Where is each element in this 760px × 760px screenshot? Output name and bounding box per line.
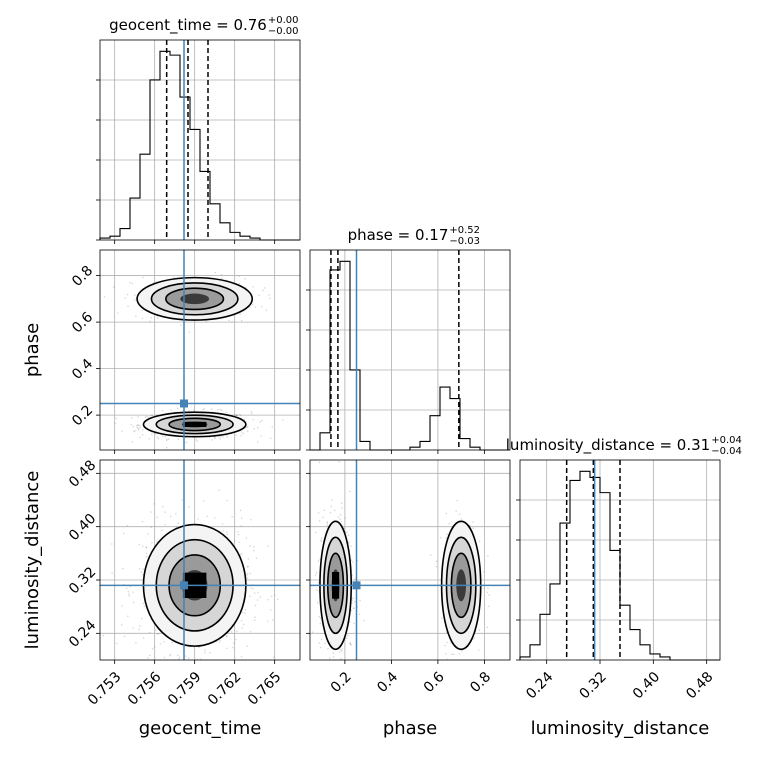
truth-marker bbox=[180, 399, 188, 408]
x-tick-label: 0.2 bbox=[328, 669, 355, 696]
title-main: luminosity_distance = 0.31 bbox=[506, 436, 710, 455]
panel-frame bbox=[99, 39, 301, 241]
x-tick-label: 0.32 bbox=[577, 669, 610, 702]
histogram-phase bbox=[310, 260, 510, 451]
title-plus: +0.00 bbox=[268, 15, 299, 26]
x-tick-label: 0.8 bbox=[467, 669, 494, 696]
joint-panel-luminosity_distance-vs-geocent_time: 0.24 0.32 0.40 0.48 bbox=[66, 457, 301, 664]
contour-line bbox=[155, 414, 234, 435]
hist-panel-luminosity_distance bbox=[516, 459, 721, 664]
hist-panel-geocent_time bbox=[96, 39, 301, 244]
contour-line bbox=[150, 282, 239, 316]
joint-panel-luminosity_distance-vs-phase bbox=[306, 459, 511, 664]
x-tick-label: 0.753 bbox=[85, 669, 125, 709]
truth-marker bbox=[180, 581, 188, 590]
x-tick-label: 0.40 bbox=[630, 669, 663, 702]
panel-frame bbox=[309, 249, 511, 451]
panel-content bbox=[310, 460, 510, 660]
title-phase: phase = 0.17 +0.52−0.03 bbox=[348, 225, 480, 247]
joint-panel-phase-vs-geocent_time: 0.2 0.4 0.6 0.8 bbox=[69, 249, 301, 454]
hist-panel-phase bbox=[306, 249, 511, 454]
panel-content bbox=[100, 250, 300, 450]
title-main: geocent_time = 0.76 bbox=[109, 16, 267, 35]
density-peak bbox=[182, 421, 207, 427]
contour-line bbox=[142, 411, 247, 438]
x-tick-label: 0.48 bbox=[683, 669, 716, 702]
x-tick-label: 0.759 bbox=[165, 669, 205, 709]
truth-marker bbox=[352, 581, 361, 590]
histogram-geocent_time bbox=[99, 50, 300, 241]
contour-line bbox=[136, 276, 254, 321]
title-plus: +0.04 bbox=[711, 435, 742, 446]
x-tick-label: 0.6 bbox=[421, 669, 448, 696]
x-axis-label-phase: phase bbox=[383, 718, 437, 739]
panel-frame bbox=[99, 459, 301, 661]
title-minus: −0.04 bbox=[711, 446, 742, 457]
y-axis-label-phase: phase bbox=[22, 323, 43, 377]
panel-frame bbox=[519, 459, 721, 661]
y-tick-label: 0.48 bbox=[66, 457, 99, 490]
title-luminosity_distance: luminosity_distance = 0.31 +0.04−0.04 bbox=[506, 435, 742, 457]
x-tick-label: 0.4 bbox=[374, 669, 401, 696]
x-axis-label-luminosity_distance: luminosity_distance bbox=[531, 718, 710, 739]
histogram-luminosity_distance bbox=[519, 470, 720, 661]
panel-frame bbox=[309, 459, 511, 661]
x-tick-label: 0.756 bbox=[125, 669, 165, 709]
y-axis-label-luminosity_distance: luminosity_distance bbox=[22, 471, 43, 650]
x-tick-label: 0.762 bbox=[205, 669, 245, 709]
contour-line bbox=[165, 287, 225, 311]
y-tick-label: 0.8 bbox=[69, 263, 96, 290]
title-minus: −0.00 bbox=[268, 26, 299, 37]
density-level bbox=[180, 293, 210, 305]
title-geocent_time: geocent_time = 0.76 +0.00−0.00 bbox=[109, 15, 298, 37]
title-main: phase = 0.17 bbox=[348, 226, 449, 244]
contour-line bbox=[168, 417, 222, 432]
y-tick-label: 0.6 bbox=[69, 309, 96, 336]
y-tick-label: 0.24 bbox=[66, 617, 99, 650]
y-tick-label: 0.4 bbox=[69, 356, 96, 383]
y-tick-label: 0.32 bbox=[66, 564, 99, 597]
y-tick-label: 0.40 bbox=[66, 511, 99, 544]
title-minus: −0.03 bbox=[449, 236, 480, 247]
title-plus: +0.52 bbox=[449, 225, 480, 236]
y-tick-label: 0.2 bbox=[69, 402, 96, 429]
panel-frame bbox=[99, 249, 301, 451]
x-tick-label: 0.24 bbox=[523, 669, 556, 702]
x-tick-label: 0.765 bbox=[245, 669, 285, 709]
panel-content bbox=[100, 460, 300, 660]
x-axis-label-geocent_time: geocent_time bbox=[139, 718, 262, 739]
